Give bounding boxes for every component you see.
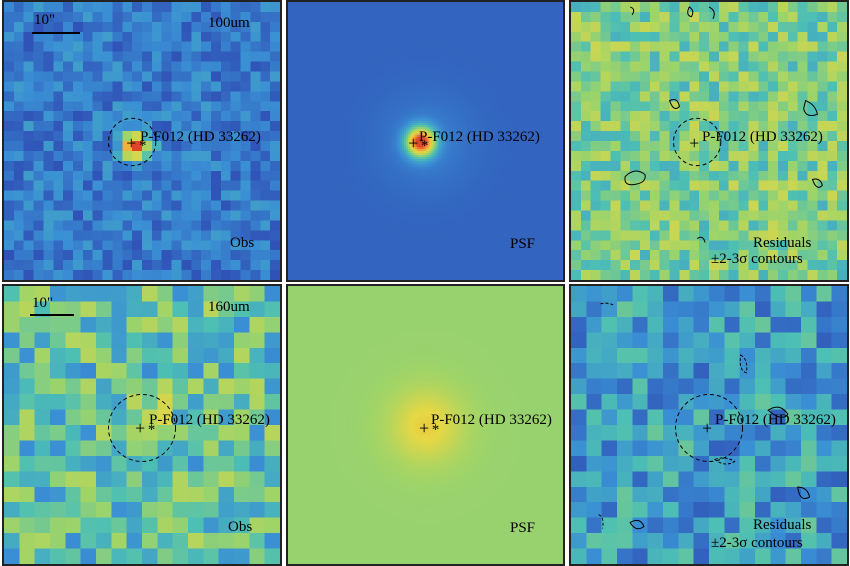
psf-160um-overlay: + * xyxy=(419,418,439,438)
obs-160um-overlay: + * xyxy=(107,393,177,462)
source-cross-marker: + xyxy=(126,133,136,153)
source-cross-marker: + xyxy=(419,418,429,438)
source-star-marker: * xyxy=(421,138,428,154)
source-label: P-F012 (HD 33262) xyxy=(149,412,270,428)
scale-bar xyxy=(32,32,80,34)
res-160um-contours: + xyxy=(598,302,811,530)
psf-100um-panel: + * P-F012 (HD 33262) PSF xyxy=(286,0,565,282)
res-100um-image xyxy=(571,2,847,280)
residuals-label: Residuals xyxy=(753,517,812,533)
panel-label: PSF xyxy=(510,236,536,252)
source-cross-marker: + xyxy=(135,418,145,438)
psf-100um-overlay: + * xyxy=(408,133,428,154)
scale-label: 10" xyxy=(32,295,54,311)
scale-label: 10" xyxy=(34,12,56,28)
obs-100um-overlay: + * xyxy=(107,117,157,167)
source-cross-marker: + xyxy=(702,418,712,438)
panel-label: Obs xyxy=(230,235,255,251)
source-label: P-F012 (HD 33262) xyxy=(715,412,836,428)
panel-label: Obs xyxy=(228,519,253,535)
psf-100um-image xyxy=(288,2,563,280)
source-cross-marker: + xyxy=(408,133,418,153)
res-100um-contours: + xyxy=(624,6,823,243)
psf-160um-image xyxy=(288,286,563,564)
contours-label: ±2-3σ contours xyxy=(711,251,803,267)
psf-160um-panel: + * P-F012 (HD 33262) PSF xyxy=(286,284,565,566)
panel-label: PSF xyxy=(510,520,536,536)
obs-100um-panel: + * 10" 100um P-F012 (HD 33262) Obs xyxy=(2,0,282,282)
band-label: 100um xyxy=(208,15,250,31)
obs-160um-panel: + * 10" 160um P-F012 (HD 33262) Obs xyxy=(2,284,282,566)
contours-label: ±2-3σ contours xyxy=(711,535,803,551)
band-label: 160um xyxy=(208,299,250,315)
source-label: P-F012 (HD 33262) xyxy=(702,129,823,145)
source-label: P-F012 (HD 33262) xyxy=(431,412,552,428)
obs-160um-image xyxy=(4,286,280,564)
res-160um-image xyxy=(571,286,847,564)
obs-100um-image xyxy=(4,2,280,280)
res-160um-panel: + P-F012 (HD 33262) Residuals ±2-3σ cont… xyxy=(569,284,849,566)
scale-bar xyxy=(30,314,74,316)
source-label: P-F012 (HD 33262) xyxy=(140,129,261,145)
source-star-marker: * xyxy=(432,422,439,438)
res-100um-panel: + P-F012 (HD 33262) Residuals ±2-3σ cont… xyxy=(569,0,849,282)
source-cross-marker: + xyxy=(689,133,699,153)
source-star-marker: * xyxy=(148,422,155,438)
residuals-label: Residuals xyxy=(753,235,812,251)
source-star-marker: * xyxy=(139,138,146,154)
source-label: P-F012 (HD 33262) xyxy=(419,129,540,145)
